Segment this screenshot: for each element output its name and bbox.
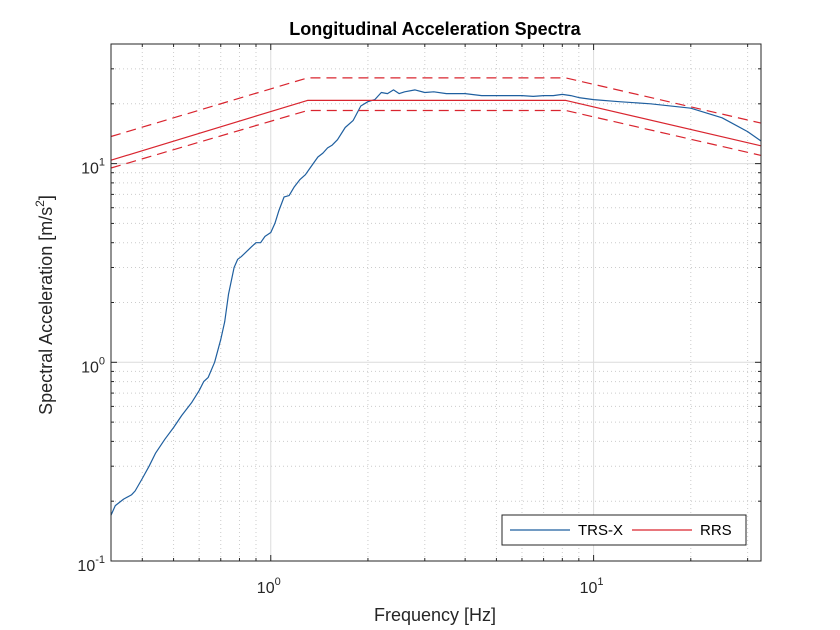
plot-area (110, 43, 762, 562)
y-axis-label-text: Spectral Acceleration [m/s (36, 207, 56, 415)
y-axis-ticks: 10-1 100 101 (77, 157, 105, 575)
x-axis-ticks: 100 101 (257, 576, 604, 597)
chart-title: Longitudinal Acceleration Spectra (289, 19, 581, 39)
series-line-trs-x (110, 89, 762, 516)
x-axis-label: Frequency [Hz] (374, 605, 496, 625)
rrs-tolerance-line (110, 109, 762, 169)
y-tick-label: 101 (81, 157, 105, 178)
x-tick-label: 100 (257, 576, 281, 597)
series-layer (110, 77, 762, 516)
x-tick-label: 101 (580, 576, 604, 597)
legend-label-trs-x: TRS-X (578, 522, 623, 539)
y-axis-label-close: ] (36, 195, 56, 200)
plot-frame (110, 43, 762, 562)
y-axis-label-superscript: 2 (33, 200, 47, 207)
series-line-rrs (110, 99, 762, 161)
y-axis-label: Spectral Acceleration [m/s2] (33, 195, 56, 415)
rrs-tolerance-line (110, 77, 762, 138)
y-tick-label: 100 (81, 355, 105, 376)
y-tick-label: 10-1 (77, 554, 105, 575)
legend-label-rrs: RRS (700, 522, 732, 539)
legend: TRS-X RRS (501, 514, 747, 546)
